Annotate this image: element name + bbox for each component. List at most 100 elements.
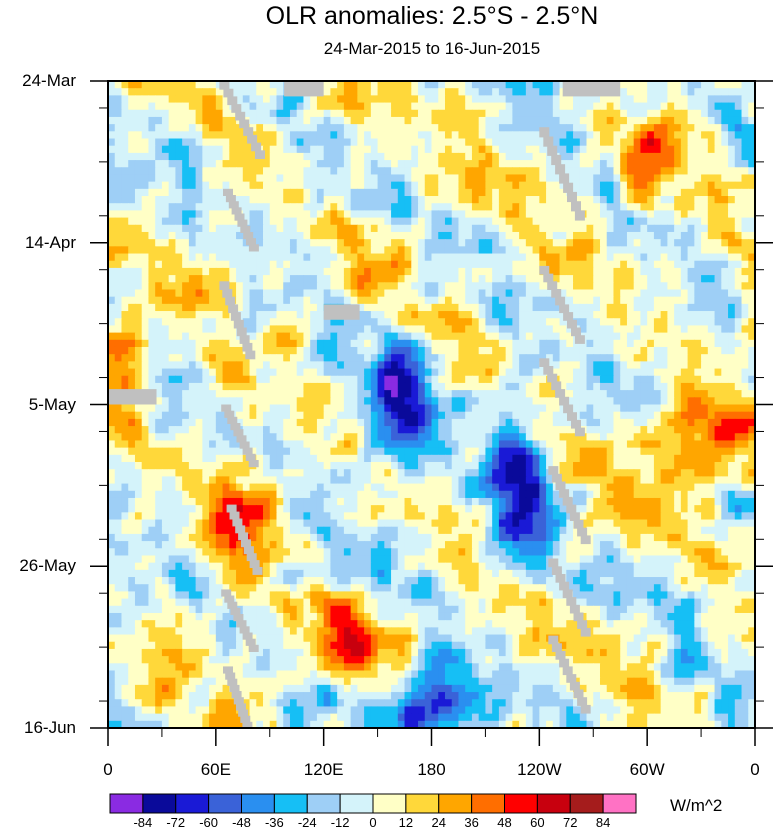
anomaly-cell	[215, 246, 224, 255]
anomaly-cell	[316, 325, 325, 334]
anomaly-cell	[599, 124, 608, 132]
anomaly-cell	[303, 145, 311, 154]
anomaly-cell	[182, 303, 190, 312]
anomaly-cell	[209, 138, 217, 147]
anomaly-cell	[134, 282, 143, 291]
anomaly-cell	[532, 447, 540, 456]
anomaly-cell	[330, 81, 338, 89]
anomaly-cell	[323, 95, 332, 104]
anomaly-cell	[458, 138, 466, 147]
anomaly-cell	[566, 131, 574, 140]
anomaly-cell	[512, 375, 520, 384]
anomaly-cell	[613, 375, 621, 384]
anomaly-cell	[748, 440, 756, 449]
anomaly-cell	[182, 289, 190, 298]
anomaly-cell	[182, 109, 190, 118]
anomaly-cell	[370, 239, 379, 247]
anomaly-cell	[586, 368, 594, 377]
anomaly-cell	[397, 282, 406, 291]
anomaly-cell	[471, 81, 480, 89]
anomaly-cell	[128, 339, 136, 348]
anomaly-cell	[397, 188, 406, 197]
anomaly-cell	[647, 246, 655, 255]
anomaly-cell	[283, 433, 291, 442]
anomaly-cell	[364, 346, 372, 355]
anomaly-cell	[350, 138, 358, 147]
anomaly-cell	[444, 368, 453, 377]
anomaly-cell	[337, 217, 345, 226]
anomaly-cell	[647, 167, 655, 176]
anomaly-cell	[364, 339, 372, 348]
anomaly-cell	[134, 138, 143, 147]
anomaly-cell	[128, 95, 136, 104]
anomaly-cell	[519, 174, 527, 183]
anomaly-cell	[593, 217, 601, 226]
anomaly-cell	[599, 246, 608, 255]
anomaly-cell	[748, 239, 756, 247]
anomaly-cell	[263, 361, 271, 370]
anomaly-cell	[438, 382, 446, 391]
anomaly-cell	[606, 217, 615, 226]
anomaly-cell	[559, 109, 567, 118]
anomaly-cell	[451, 289, 460, 298]
anomaly-cell	[404, 411, 412, 420]
anomaly-cell	[478, 116, 487, 125]
anomaly-cell	[573, 382, 581, 391]
anomaly-cell	[209, 95, 217, 104]
anomaly-cell	[498, 318, 507, 327]
anomaly-cell	[384, 318, 392, 327]
anomaly-cell	[276, 426, 284, 434]
anomaly-cell	[411, 325, 419, 334]
anomaly-cell	[653, 231, 662, 240]
anomaly-cell	[707, 181, 716, 190]
anomaly-cell	[134, 418, 143, 427]
anomaly-cell	[397, 124, 406, 132]
anomaly-cell	[546, 181, 554, 190]
anomaly-cell	[155, 131, 163, 140]
anomaly-cell	[539, 282, 547, 291]
anomaly-cell	[519, 275, 527, 283]
anomaly-cell	[128, 167, 136, 176]
anomaly-cell	[438, 253, 446, 262]
anomaly-cell	[121, 440, 129, 449]
anomaly-cell	[478, 332, 487, 341]
anomaly-cell	[391, 368, 399, 377]
anomaly-cell	[660, 188, 668, 197]
anomaly-cell	[680, 397, 689, 406]
anomaly-cell	[175, 81, 183, 89]
anomaly-cell	[492, 332, 500, 341]
anomaly-cell	[525, 418, 534, 427]
anomaly-cell	[182, 440, 190, 449]
anomaly-cell	[525, 411, 534, 420]
anomaly-cell	[626, 217, 635, 226]
anomaly-cell	[296, 303, 305, 312]
anomaly-cell	[377, 375, 385, 384]
anomaly-cell	[438, 418, 446, 427]
anomaly-cell	[687, 167, 695, 176]
anomaly-cell	[640, 246, 648, 255]
anomaly-cell	[714, 181, 722, 190]
anomaly-cell	[195, 124, 203, 132]
anomaly-cell	[236, 196, 244, 204]
anomaly-cell	[444, 253, 453, 262]
anomaly-cell	[263, 296, 271, 305]
anomaly-cell	[579, 260, 588, 269]
anomaly-cell	[714, 289, 722, 298]
anomaly-cell	[303, 361, 311, 370]
anomaly-cell	[289, 325, 298, 334]
anomaly-cell	[350, 239, 358, 247]
anomaly-cell	[276, 152, 284, 161]
anomaly-cell	[141, 325, 150, 334]
anomaly-cell	[566, 260, 574, 269]
anomaly-cell	[593, 433, 601, 442]
anomaly-cell	[431, 181, 439, 190]
anomaly-cell	[236, 81, 244, 89]
anomaly-cell	[269, 181, 278, 190]
anomaly-cell	[606, 174, 615, 183]
anomaly-cell	[674, 224, 682, 233]
anomaly-cell	[519, 109, 527, 118]
anomaly-cell	[404, 289, 412, 298]
anomaly-cell	[586, 447, 594, 456]
anomaly-cell	[728, 282, 736, 291]
anomaly-cell	[424, 124, 433, 132]
